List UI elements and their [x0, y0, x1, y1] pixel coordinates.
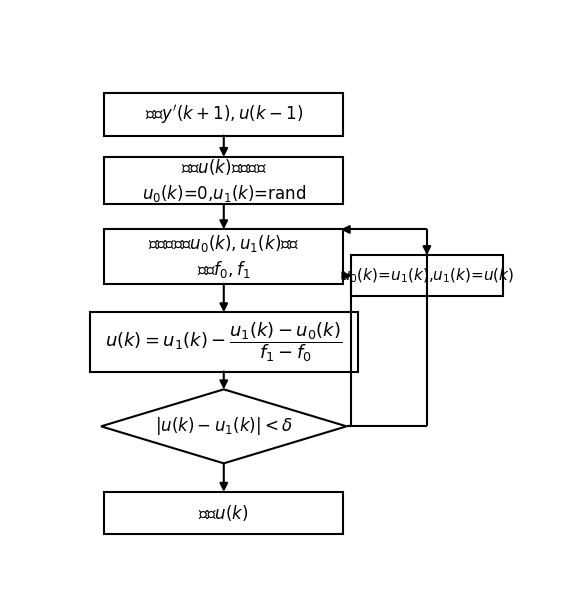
Text: 求取对应于$u_0(k),u_1(k)$的方: 求取对应于$u_0(k),u_1(k)$的方 — [148, 233, 300, 254]
Polygon shape — [101, 389, 347, 463]
Text: 输出$u(k)$: 输出$u(k)$ — [199, 503, 249, 522]
Text: $|u(k)-u_1(k)|<\delta$: $|u(k)-u_1(k)|<\delta$ — [155, 415, 293, 437]
Bar — [104, 93, 343, 136]
Text: $u(k)=u_1(k)-\dfrac{u_1(k)-u_0(k)}{f_1-f_0}$: $u(k)=u_1(k)-\dfrac{u_1(k)-u_0(k)}{f_1-f… — [105, 320, 343, 363]
Text: 给定$u(k)$的初始值: 给定$u(k)$的初始值 — [181, 157, 267, 177]
Bar — [104, 157, 343, 205]
Bar — [351, 254, 503, 296]
Text: 程值$f_0,f_1$: 程值$f_0,f_1$ — [197, 259, 251, 280]
Text: 输入$y'(k+1),u(k-1)$: 输入$y'(k+1),u(k-1)$ — [145, 103, 303, 126]
Bar — [90, 312, 358, 371]
Text: $u_0(k)$=$u_1(k)$,$u_1(k)$=$u(k)$: $u_0(k)$=$u_1(k)$,$u_1(k)$=$u(k)$ — [340, 266, 514, 285]
Bar — [104, 492, 343, 533]
Text: $u_0(k)$=0,$u_1(k)$=rand: $u_0(k)$=0,$u_1(k)$=rand — [142, 184, 306, 205]
Bar — [104, 229, 343, 284]
